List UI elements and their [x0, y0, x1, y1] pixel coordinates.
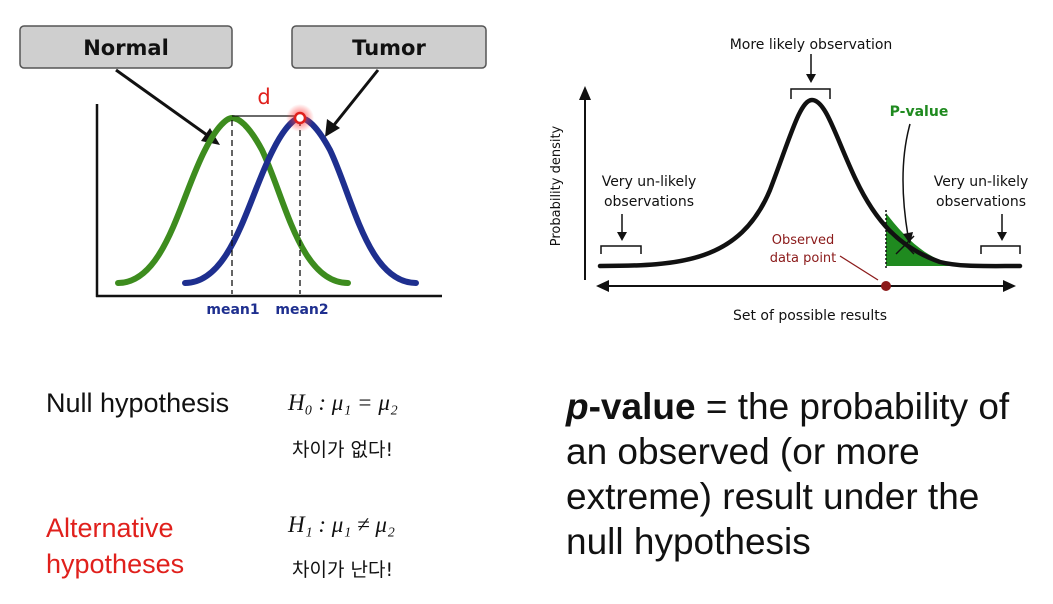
definition-p: p	[566, 386, 589, 427]
mean1-label: mean1	[206, 302, 259, 318]
alternative-hypothesis-equation: H₁ : μ₁ ≠ μ₂	[288, 512, 395, 537]
right-unlikely-arrowhead	[997, 232, 1007, 241]
right-unlikely-line2: observations	[936, 194, 1026, 210]
pvalue-definition: p-value = the probability of an observed…	[566, 384, 1036, 564]
observed-line1: Observed	[772, 233, 835, 248]
normal-box	[19, 25, 233, 69]
normal-arrow	[115, 68, 215, 142]
alternative-hypothesis-label: Alternative hypotheses	[46, 513, 185, 579]
left-unlikely-bracket	[600, 245, 642, 254]
definition-rest: = the probability of an observed (or mor…	[566, 386, 1010, 562]
normal-box-label: Normal	[83, 36, 169, 60]
y-axis-label: Probability density	[549, 125, 564, 246]
pvalue-pointer-head	[903, 232, 913, 244]
peak-marker	[293, 111, 307, 125]
left-unlikely-line1: Very un-likely	[602, 174, 697, 190]
null-hypothesis-equation: H₀ : μ₁ = μ₂	[288, 390, 398, 415]
pvalue-pointer	[902, 123, 911, 237]
right-y-arrowhead	[579, 86, 591, 100]
normal-curve	[115, 114, 351, 286]
null-hypothesis-korean: 차이가 없다!	[292, 439, 394, 461]
bell-curve	[597, 97, 1023, 269]
more-likely-label: More likely observation	[730, 37, 893, 53]
tumor-arrow	[328, 69, 380, 131]
normal-tumor-diagram: Normal Tumor d mean1 mean2	[19, 25, 487, 318]
observed-dot	[881, 281, 891, 291]
observed-pointer	[839, 255, 879, 281]
x-axis-label: Set of possible results	[733, 308, 887, 324]
left-unlikely-arrowhead	[617, 232, 627, 241]
pvalue-cross-b	[895, 235, 915, 255]
more-likely-bracket	[790, 88, 831, 99]
pvalue-label: P-value	[890, 104, 949, 120]
pvalue-diagram: More likely observation Probability dens…	[549, 37, 1029, 324]
null-hypothesis-label: Null hypothesis	[46, 388, 230, 418]
right-unlikely-line1: Very un-likely	[934, 174, 1029, 190]
tumor-box	[291, 25, 487, 69]
observed-line2: data point	[770, 251, 837, 266]
d-label: d	[257, 85, 270, 109]
mean2-label: mean2	[275, 302, 328, 318]
x-axis-left-arrowhead	[596, 280, 609, 292]
left-unlikely-line2: observations	[604, 194, 694, 210]
tumor-arrowhead	[325, 119, 340, 137]
pvalue-area	[886, 213, 976, 266]
definition-value: -value	[588, 386, 696, 427]
more-likely-arrowhead	[806, 74, 816, 83]
right-unlikely-bracket	[980, 245, 1021, 254]
tumor-box-label: Tumor	[352, 36, 426, 60]
x-axis-right-arrowhead	[1003, 280, 1016, 292]
alternative-hypothesis-korean: 차이가 난다!	[292, 559, 394, 581]
